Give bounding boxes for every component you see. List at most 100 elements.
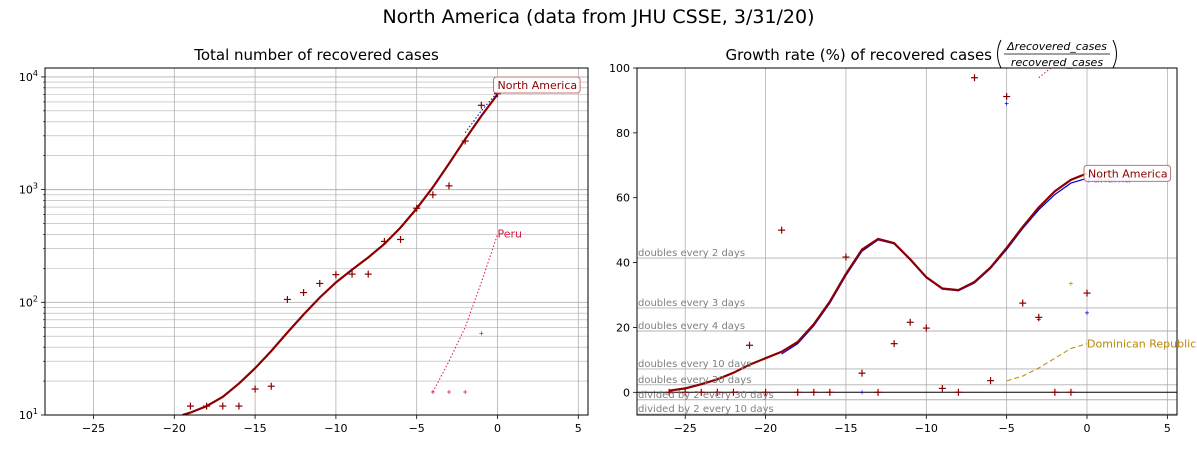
data-point (461, 137, 469, 145)
title-paren-left (997, 39, 1002, 69)
right-axes: Growth rate (%) of recovered cases Δrecov… (609, 39, 1196, 435)
title-denominator: recovered_cases (1011, 56, 1103, 69)
series-label: Peru (498, 227, 523, 240)
data-point (186, 402, 194, 410)
data-point (447, 389, 452, 394)
left-axes-title: Total number of recovered cases (193, 46, 439, 64)
data-point (922, 324, 930, 332)
data-point (219, 402, 227, 410)
x-tick-label: −20 (163, 422, 186, 435)
title-paren-right (1112, 39, 1117, 69)
reference-line-label: divided by 2 every 30 days (638, 390, 774, 401)
y-tick-label: 20 (616, 321, 630, 334)
series-line-north-america (668, 172, 1088, 392)
data-point (1019, 299, 1027, 307)
x-tick-label: 5 (575, 422, 582, 435)
reference-line-label: doubles every 3 days (638, 298, 745, 309)
y-tick-label: 101 (19, 407, 38, 422)
x-tick-label: −25 (82, 422, 105, 435)
series-line-panama (464, 91, 498, 133)
data-point (826, 388, 834, 396)
x-tick-label: −10 (324, 422, 347, 435)
data-point (445, 182, 453, 190)
data-point (954, 388, 962, 396)
data-point (681, 388, 689, 396)
data-point (762, 388, 770, 396)
data-point (860, 390, 864, 395)
x-tick-label: −20 (754, 422, 777, 435)
data-point (479, 331, 484, 336)
data-point (1067, 388, 1075, 396)
data-point (380, 237, 388, 245)
data-point (746, 341, 753, 349)
right-plot-area (665, 68, 1091, 396)
series-line-north-america (182, 93, 499, 415)
data-point (316, 279, 324, 287)
y-tick-label: 40 (616, 257, 630, 270)
y-tick-label: 100 (609, 62, 630, 75)
data-point (987, 377, 995, 385)
x-tick-label: −25 (674, 422, 697, 435)
y-tick-label: 103 (19, 182, 38, 197)
data-point (890, 340, 898, 348)
data-point (794, 388, 802, 396)
data-point (778, 226, 786, 234)
data-point (283, 295, 291, 303)
series-line-peru (432, 234, 498, 393)
x-tick-label: 5 (1164, 422, 1171, 435)
data-point (971, 74, 978, 82)
x-tick-label: 0 (494, 422, 501, 435)
data-point (429, 191, 437, 199)
figure-title: North America (data from JHU CSSE, 3/31/… (382, 6, 815, 28)
data-point (810, 388, 818, 396)
right-axes-frame (636, 67, 1178, 416)
series-label: Dominican Republic (1087, 338, 1196, 351)
data-point (1085, 310, 1089, 315)
data-point (1035, 313, 1043, 321)
y-tick-label: 60 (616, 192, 630, 205)
data-point (938, 384, 946, 392)
left-plot-area (182, 90, 501, 415)
data-point (203, 402, 211, 410)
data-point (267, 382, 275, 390)
data-point (364, 270, 372, 278)
data-point (251, 385, 259, 393)
series-label-box (1083, 164, 1172, 182)
y-tick-label: 0 (623, 386, 630, 399)
reference-line-label: doubles every 10 days (638, 359, 751, 370)
data-point (665, 388, 673, 396)
reference-line-label: divided by 2 every 10 days (638, 404, 774, 415)
x-tick-label: 0 (1084, 422, 1091, 435)
data-point (463, 389, 468, 394)
data-point (397, 235, 405, 243)
x-tick-label: −5 (409, 422, 425, 435)
data-point (842, 253, 850, 261)
reference-line-label: doubles every 2 days (638, 248, 745, 259)
left-axes-frame (44, 67, 589, 416)
data-point (858, 369, 866, 377)
reference-line-label: doubles every 30 days (638, 375, 751, 386)
y-tick-label: 80 (616, 127, 630, 140)
title-numerator: Δrecovered_cases (1006, 40, 1107, 53)
x-tick-label: −15 (243, 422, 266, 435)
data-point (697, 388, 705, 396)
data-point (1004, 101, 1009, 106)
data-point (713, 388, 721, 396)
series-label: North America (1088, 167, 1168, 180)
data-point (1068, 281, 1073, 286)
data-point (874, 388, 882, 396)
series-line-dominican-republic (1006, 343, 1088, 382)
data-point (1003, 93, 1011, 101)
data-point (477, 101, 485, 109)
left-axes: Total number of recovered cases North Ame… (19, 46, 589, 435)
right-axes-title: Growth rate (%) of recovered cases (726, 46, 993, 64)
x-tick-label: −5 (999, 422, 1015, 435)
data-point (235, 402, 243, 410)
y-tick-label: 104 (19, 69, 38, 84)
x-tick-label: −15 (834, 422, 857, 435)
data-point (413, 204, 421, 212)
x-tick-label: −10 (915, 422, 938, 435)
reference-line-label: doubles every 4 days (638, 321, 745, 332)
data-point (348, 270, 356, 278)
